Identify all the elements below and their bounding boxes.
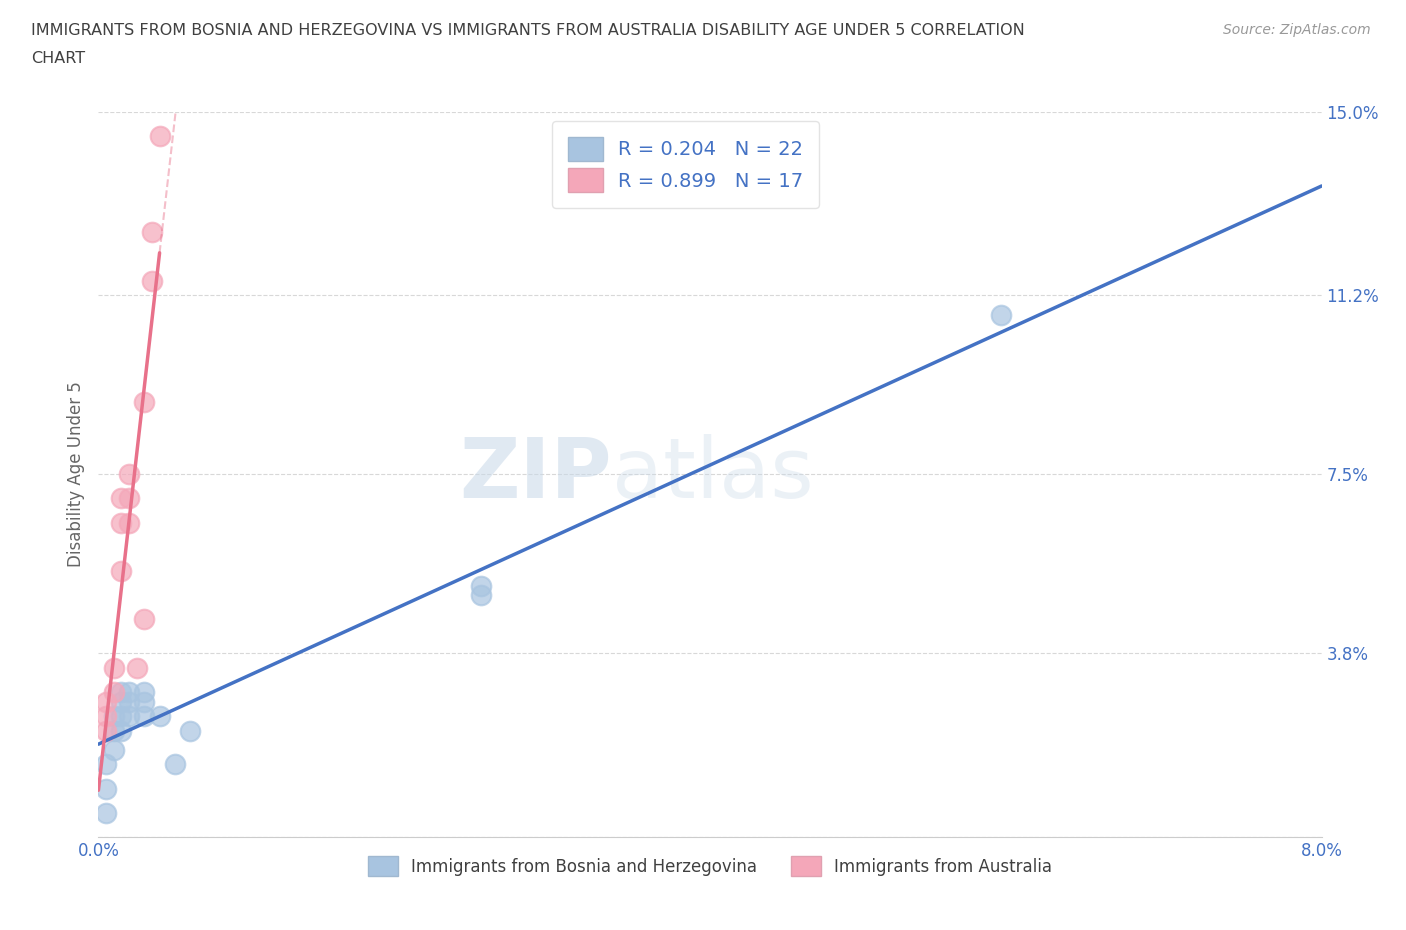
Point — [118, 491, 141, 506]
Point — [134, 612, 156, 627]
Point — [110, 694, 132, 709]
Point — [118, 709, 141, 724]
Point — [141, 273, 163, 288]
Point — [94, 805, 117, 820]
Text: atlas: atlas — [612, 433, 814, 515]
Point — [134, 709, 156, 724]
Point — [118, 684, 141, 699]
Y-axis label: Disability Age Under 5: Disability Age Under 5 — [66, 381, 84, 567]
Point — [103, 742, 125, 757]
Point — [94, 694, 117, 709]
Point — [149, 128, 172, 143]
Point — [110, 515, 132, 530]
Text: ZIP: ZIP — [460, 433, 612, 515]
Point — [94, 781, 117, 796]
Point — [94, 709, 117, 724]
Point — [470, 578, 492, 593]
Point — [118, 694, 141, 709]
Point — [118, 515, 141, 530]
Point — [103, 684, 125, 699]
Point — [125, 660, 148, 675]
Point — [94, 724, 117, 738]
Point — [110, 724, 132, 738]
Point — [103, 709, 125, 724]
Text: Source: ZipAtlas.com: Source: ZipAtlas.com — [1223, 23, 1371, 37]
Point — [990, 307, 1012, 322]
Point — [103, 724, 125, 738]
Point — [110, 491, 132, 506]
Point — [163, 757, 186, 772]
Point — [110, 709, 132, 724]
Text: CHART: CHART — [31, 51, 84, 66]
Point — [118, 467, 141, 482]
Point — [134, 694, 156, 709]
Point — [134, 684, 156, 699]
Point — [149, 709, 172, 724]
Legend: Immigrants from Bosnia and Herzegovina, Immigrants from Australia: Immigrants from Bosnia and Herzegovina, … — [361, 849, 1059, 884]
Point — [94, 757, 117, 772]
Point — [179, 724, 201, 738]
Point — [134, 394, 156, 409]
Point — [110, 564, 132, 578]
Point — [110, 684, 132, 699]
Point — [470, 588, 492, 603]
Point — [103, 660, 125, 675]
Point — [141, 225, 163, 240]
Text: IMMIGRANTS FROM BOSNIA AND HERZEGOVINA VS IMMIGRANTS FROM AUSTRALIA DISABILITY A: IMMIGRANTS FROM BOSNIA AND HERZEGOVINA V… — [31, 23, 1025, 38]
